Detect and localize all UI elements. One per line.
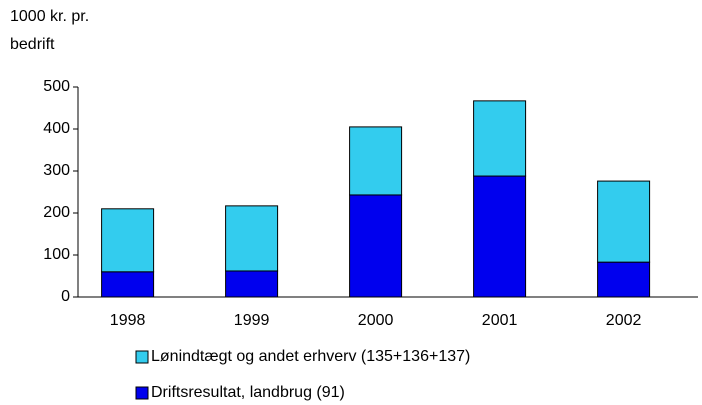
y-tick-label: 300 [43,162,70,179]
legend-swatch [135,350,149,364]
bar-segment [101,208,155,273]
bar-segment [597,261,651,298]
x-tick-label: 2001 [482,312,518,329]
y-axis-label: 1000 kr. pr. [10,8,89,25]
y-tick-label: 0 [61,288,70,305]
y-tick-label: 200 [43,204,70,221]
x-tick-label: 2000 [358,312,394,329]
bar-segment [473,175,527,298]
legend-label: Lønindtægt og andet erhverv (135+136+137… [151,348,470,365]
bar-segment [349,126,403,196]
y-axis-label: bedrift [10,36,55,53]
x-tick-label: 1998 [110,312,146,329]
y-tick-label: 100 [43,246,70,263]
y-tick-label: 400 [43,120,70,137]
bar-segment [473,100,527,177]
bar-segment [597,180,651,263]
x-tick-label: 1999 [234,312,270,329]
bar-segment [349,194,403,298]
bar-segment [101,271,155,298]
legend-swatch [135,386,149,400]
x-tick-label: 2002 [606,312,642,329]
bar-segment [225,270,279,298]
bar-segment [225,205,279,272]
legend-label: Driftsresultat, landbrug (91) [151,384,345,401]
y-tick-label: 500 [43,78,70,95]
